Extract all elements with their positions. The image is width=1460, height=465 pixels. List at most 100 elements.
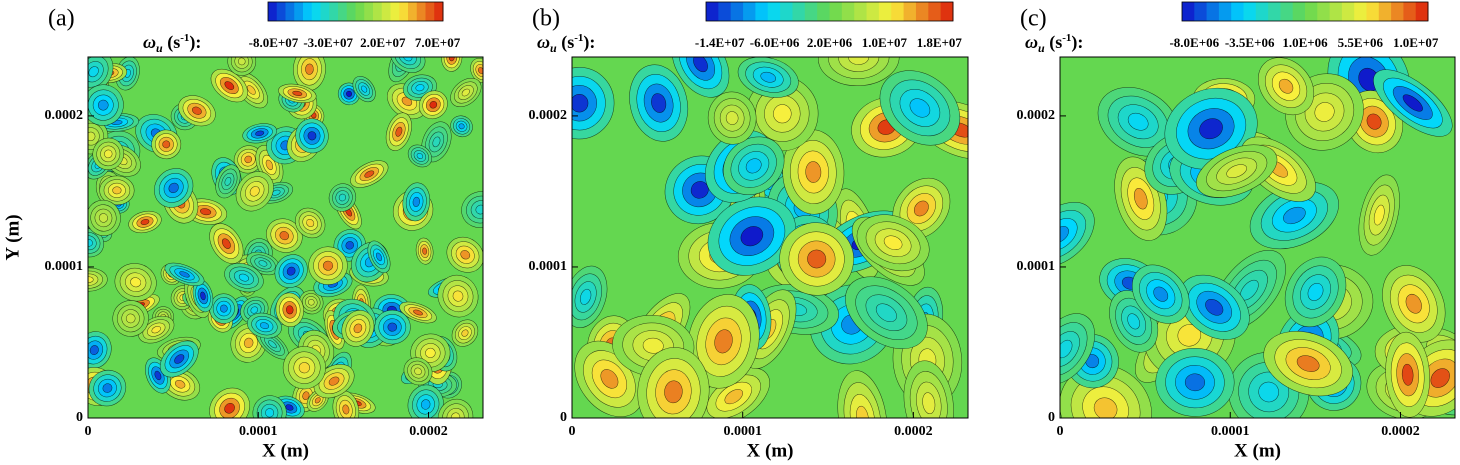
contour-level — [651, 93, 667, 113]
colorbar-band — [866, 2, 880, 21]
contour-level — [1366, 113, 1382, 130]
contour-level — [1402, 94, 1423, 112]
colorbar-band — [706, 2, 719, 21]
contour-level — [425, 347, 436, 358]
contour-level — [642, 337, 664, 354]
colorbar-band — [1305, 2, 1318, 21]
contour-level — [460, 250, 471, 260]
colorbar-label: ωu (s-1): — [143, 32, 201, 55]
y-tick-label: 0.0001 — [529, 259, 568, 274]
plot-frame — [1059, 56, 1456, 419]
colorbar-label-part: u — [156, 41, 163, 55]
contour-level — [191, 106, 202, 115]
contour-level — [412, 196, 420, 207]
contour-level — [308, 299, 315, 306]
contour-level — [1177, 324, 1202, 347]
x-axis-label: X (m) — [747, 440, 794, 461]
colorbar-band — [268, 2, 278, 21]
colorbar-frame — [705, 1, 954, 22]
x-tick-label: 0 — [1057, 424, 1064, 439]
colorbar-band — [891, 2, 905, 21]
colorbar-tick-label: -6.0E+06 — [750, 35, 800, 50]
contour-level — [478, 67, 483, 74]
contour-level — [773, 104, 792, 124]
panel: 0 0.0001 0.0002 0 0.0001 0.0002 X (m) (b) -1.4E+… — [529, 1, 969, 461]
contour-level — [600, 369, 619, 389]
contour-level — [387, 322, 398, 332]
colorbar-band — [1206, 2, 1220, 21]
colorbar-tick-label: -1.4E+07 — [695, 35, 745, 50]
colorbar-label-part: -1 — [180, 32, 189, 44]
colorbar-tick-label: -8.0E+07 — [249, 35, 299, 50]
contour-level — [714, 329, 733, 354]
contour-level — [265, 159, 274, 171]
colorbar-band — [294, 2, 304, 21]
colorbar-band — [792, 2, 806, 21]
colorbar-band — [730, 2, 744, 21]
contour-level — [415, 84, 425, 92]
contour-level — [224, 402, 235, 414]
contour-level — [199, 208, 212, 216]
contour-level — [375, 252, 383, 262]
colorbar-tick-label: 7.0E+07 — [415, 35, 461, 50]
contour-level — [102, 383, 113, 393]
colorbar-tick-label: 1.8E+07 — [917, 35, 963, 50]
contour-level — [89, 345, 99, 355]
contour-level — [395, 126, 403, 137]
contour-level — [279, 231, 290, 241]
colorbar-label-part: ): — [583, 32, 595, 53]
contour-level — [154, 370, 162, 381]
colorbar-band — [390, 2, 400, 21]
contour-level — [913, 200, 929, 217]
contour-level — [1373, 204, 1385, 226]
colorbar-band — [1268, 2, 1281, 21]
contour-level — [140, 219, 150, 225]
colorbar-band — [817, 2, 830, 21]
colorbar-band — [854, 2, 868, 21]
colorbar-band — [780, 2, 793, 21]
contour-level — [724, 389, 743, 405]
contour-level — [285, 404, 294, 411]
contour-level — [1307, 283, 1324, 301]
x-tick-label: 0.0002 — [409, 424, 448, 439]
colorbar-label-part: (s — [557, 32, 575, 53]
colorbar-band — [767, 2, 781, 21]
y-tick-label: 0.0002 — [45, 108, 84, 123]
x-tick-label: 0.0001 — [1211, 424, 1250, 439]
colorbar-label-part: -1 — [574, 32, 583, 44]
colorbar-band — [425, 2, 435, 21]
contour-level — [322, 260, 334, 271]
colorbar-band — [915, 2, 929, 21]
colorbar-tick-label: 1.0E+07 — [862, 35, 908, 50]
colorbar-band — [878, 2, 892, 21]
contour-level — [97, 99, 109, 111]
colorbar-label: ωu (s-1): — [537, 32, 595, 55]
contour-level — [1283, 206, 1306, 225]
colorbar-band — [338, 2, 348, 21]
contour-level — [805, 161, 822, 183]
colorbar-band — [1378, 2, 1392, 21]
contour-level — [88, 238, 93, 247]
contour-level — [286, 266, 296, 276]
y-tick-label: 0.0002 — [1017, 108, 1056, 123]
contour-level — [693, 57, 708, 73]
contour-level — [361, 85, 368, 93]
contour-level — [298, 362, 310, 374]
colorbar-tick-label: -8.0E+06 — [1169, 35, 1219, 50]
colorbar-band — [841, 2, 855, 21]
colorbar-band — [1366, 2, 1380, 21]
contour-field — [88, 57, 483, 418]
x-axis-label: X (m) — [262, 440, 309, 461]
colorbar-band — [276, 2, 286, 21]
panel-label: (a) — [48, 6, 75, 32]
contour-level — [302, 391, 310, 400]
colorbar-band — [1329, 2, 1343, 21]
x-axis-label: X (m) — [1234, 440, 1281, 461]
colorbar-band — [804, 2, 818, 21]
contour-field — [572, 57, 968, 418]
x-tick-label: 0.0002 — [1381, 424, 1420, 439]
colorbar-band — [364, 2, 374, 21]
contour-level — [305, 63, 314, 75]
contour-level — [1296, 355, 1320, 372]
contour-level — [338, 193, 347, 202]
